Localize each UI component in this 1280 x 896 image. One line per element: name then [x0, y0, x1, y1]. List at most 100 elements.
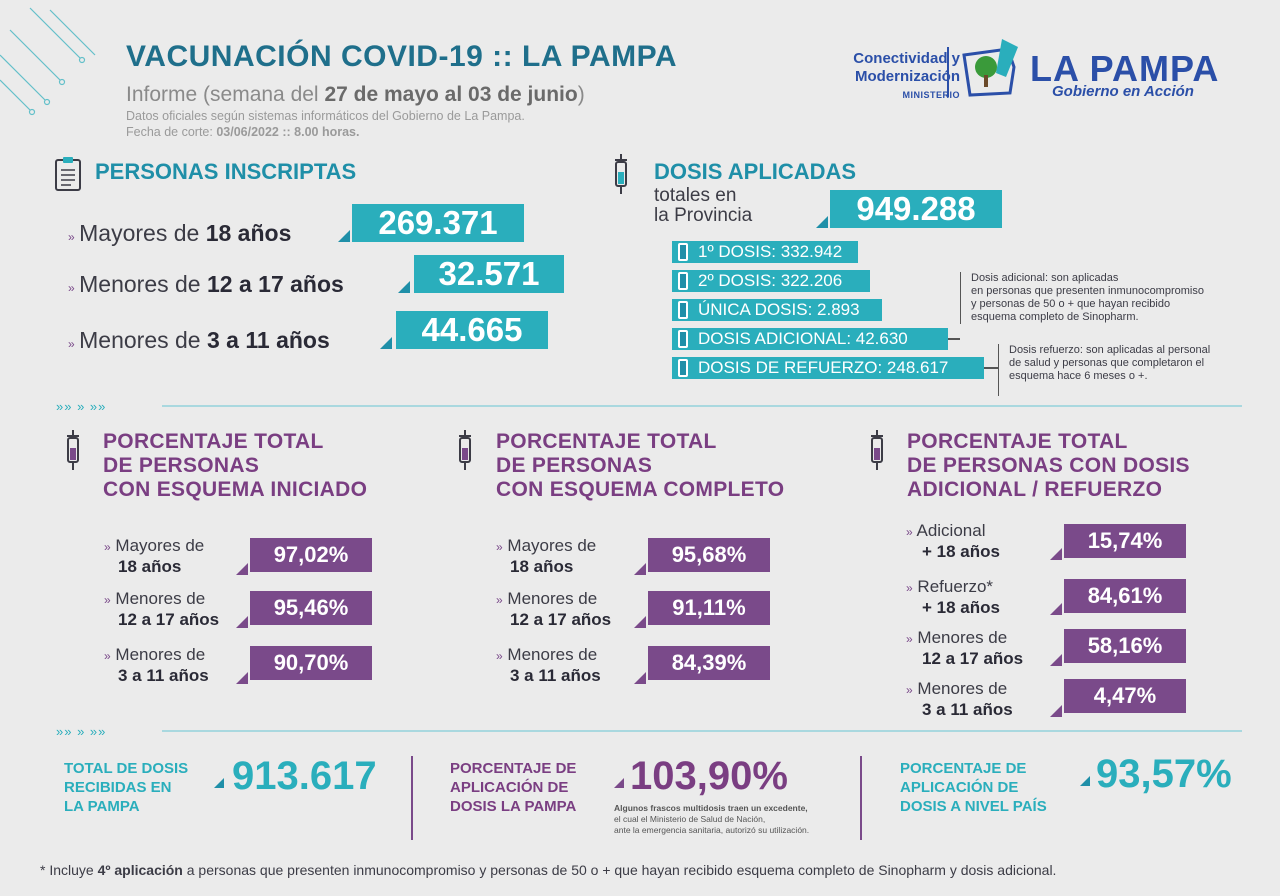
section-divider: [162, 730, 1242, 732]
label-bold: 18 años: [510, 557, 574, 576]
note-refuerzo: Dosis refuerzo: son aplicadas al persona…: [998, 344, 1248, 396]
adicional-title-line: PORCENTAJE TOTAL: [907, 430, 1128, 453]
label-bold: 12 a 17 años: [207, 271, 344, 297]
label-bold: 12 a 17 años: [118, 610, 220, 629]
iniciado-title-line: PORCENTAJE TOTAL: [103, 430, 324, 453]
cutoff-value: 03/06/2022 :: 8.00 horas.: [216, 125, 360, 139]
note-adicional: Dosis adicional: son aplicadas en person…: [960, 272, 1250, 324]
arrows-decoration: »» » »»: [56, 399, 107, 414]
note-refuerzo-line: de salud y personas que completaron el: [1009, 357, 1205, 369]
dose-item-4: DOSIS ADICIONAL: 42.630: [672, 328, 948, 350]
pointer-triangle: [1080, 776, 1090, 786]
total-recibidas-value: 913.617: [232, 754, 377, 798]
label-part: Mayores de: [79, 220, 206, 246]
completo-label-1: » Mayores de 18 años: [496, 536, 596, 577]
label-bold: 3 a 11 años: [922, 700, 1013, 719]
inscriptas-row-2: » Menores de 12 a 17 años: [68, 271, 344, 298]
vertical-separator: [411, 756, 413, 840]
pointer-triangle: [236, 616, 248, 628]
label-part: Refuerzo*: [917, 577, 994, 596]
ministry-logo: Conectividad y Modernización MINISTERIO: [820, 50, 960, 104]
completo-value-1: 95,68%: [648, 538, 770, 572]
dose-item-2: 2º DOSIS: 322.206: [672, 270, 870, 292]
pointer-triangle: [236, 563, 248, 575]
adicional-title: PORCENTAJE TOTAL DE PERSONAS CON DOSIS A…: [907, 430, 1190, 502]
iniciado-label-3: » Menores de 3 a 11 años: [104, 645, 209, 686]
label-part: Menores de: [917, 628, 1008, 647]
iniciado-title-line: DE PERSONAS: [103, 454, 260, 477]
logo-divider: [947, 47, 949, 97]
pointer-triangle: [1050, 603, 1062, 615]
aplic-lp-note-line: el cual el Ministerio de Salud de Nación…: [614, 814, 766, 824]
adicional-value-3: 58,16%: [1064, 629, 1186, 663]
completo-title-line: CON ESQUEMA COMPLETO: [496, 478, 785, 501]
pointer-triangle: [338, 230, 350, 242]
label-part: Mayores de: [115, 536, 205, 555]
iniciado-title: PORCENTAJE TOTAL DE PERSONAS CON ESQUEMA…: [103, 430, 367, 502]
pointer-triangle: [634, 672, 646, 684]
chevron-icon: »: [906, 632, 913, 646]
completo-value-2: 91,11%: [648, 591, 770, 625]
adicional-value-2: 84,61%: [1064, 579, 1186, 613]
chevron-icon: »: [906, 683, 913, 697]
chevron-icon: »: [68, 337, 75, 351]
footnote-bold: 4º aplicación: [97, 862, 183, 878]
syringe-icon: [459, 430, 471, 470]
government-tagline: Gobierno en Acción: [1052, 83, 1194, 100]
pointer-triangle: [1050, 548, 1062, 560]
note-adicional-line: esquema completo de Sinopharm.: [971, 311, 1139, 323]
total-recibidas-label-line: RECIBIDAS EN: [64, 779, 172, 796]
note-connector: [948, 338, 960, 340]
dosis-total-value: 949.288: [830, 190, 1002, 228]
pointer-triangle: [634, 616, 646, 628]
adicional-value-1: 15,74%: [1064, 524, 1186, 558]
chevron-icon: »: [104, 540, 111, 554]
clipboard-icon: [55, 157, 81, 191]
decorative-lines: [0, 7, 96, 116]
vertical-separator: [860, 756, 862, 840]
vial-icon: [678, 301, 688, 319]
page-title: VACUNACIÓN COVID-19 :: LA PAMPA: [126, 40, 678, 73]
section-divider: [162, 405, 1242, 407]
label-part: Menores de: [507, 645, 598, 664]
label-bold: 18 años: [205, 220, 292, 246]
inscriptas-value-1: 269.371: [352, 204, 524, 242]
note-adicional-line: Dosis adicional: son aplicadas: [971, 272, 1119, 284]
note-refuerzo-line: esquema hace 6 meses o +.: [1009, 370, 1148, 382]
note-refuerzo-line: Dosis refuerzo: son aplicadas al persona…: [1009, 344, 1211, 356]
pointer-triangle: [634, 563, 646, 575]
inscriptas-row-1: » Mayores de 18 años: [68, 220, 291, 247]
aplic-lp-label-line: PORCENTAJE DE: [450, 760, 577, 777]
ministry-line-2: Modernización: [854, 68, 960, 85]
label-bold: + 18 años: [922, 598, 1000, 617]
government-logo: Conectividad y Modernización MINISTERIO …: [820, 35, 1240, 125]
pointer-triangle: [214, 778, 224, 788]
syringe-icon: [871, 430, 883, 470]
syringe-icon: [615, 154, 627, 194]
aplic-lp-note-line: Algunos frascos multidosis traen un exce…: [614, 803, 808, 813]
iniciado-value-1: 97,02%: [250, 538, 372, 572]
iniciado-label-2: » Menores de 12 a 17 años: [104, 589, 219, 630]
aplic-pais-label-line: PORCENTAJE DE: [900, 760, 1027, 777]
iniciado-value-2: 95,46%: [250, 591, 372, 625]
aplic-lp-label-line: APLICACIÓN DE: [450, 779, 569, 796]
dose-label: 2º DOSIS: 322.206: [698, 271, 843, 290]
report-period: Informe (semana del 27 de mayo al 03 de …: [126, 83, 585, 107]
label-part: Menores de: [79, 327, 207, 353]
dose-label: 1º DOSIS: 332.942: [698, 242, 843, 261]
cutoff-prefix: Fecha de corte:: [126, 125, 217, 139]
label-part: Menores de: [115, 645, 206, 664]
vial-icon: [678, 359, 688, 377]
adicional-label-1: » Adicional + 18 años: [906, 521, 1000, 562]
completo-label-3: » Menores de 3 a 11 años: [496, 645, 601, 686]
pointer-triangle: [614, 778, 624, 788]
iniciado-title-line: CON ESQUEMA INICIADO: [103, 478, 368, 501]
data-source: Datos oficiales según sistemas informáti…: [126, 109, 525, 123]
dose-item-5: DOSIS DE REFUERZO: 248.617: [672, 357, 984, 379]
label-bold: 3 a 11 años: [118, 666, 209, 685]
label-bold: 3 a 11 años: [510, 666, 601, 685]
adicional-label-2: » Refuerzo* + 18 años: [906, 577, 1000, 618]
note-connector: [984, 367, 998, 369]
aplic-lp-note: Algunos frascos multidosis traen un exce…: [614, 803, 854, 836]
inscriptas-value-2: 32.571: [414, 255, 564, 293]
